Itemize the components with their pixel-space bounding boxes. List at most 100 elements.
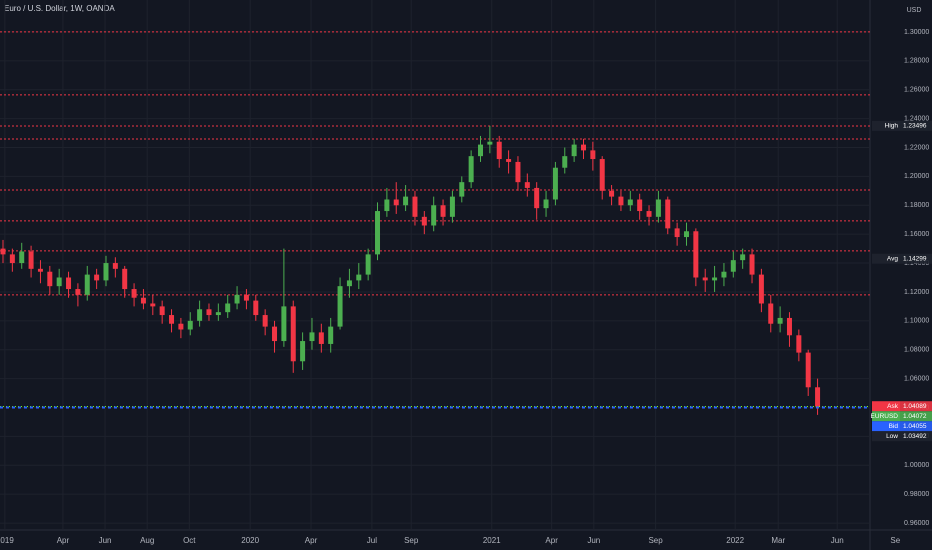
y-tick-label: 1.24000 [904,115,929,122]
candle-body [403,196,409,206]
candle-body [290,306,296,362]
candle-body [562,156,568,168]
candle-body [740,254,746,261]
x-tick-label: Jun [587,536,600,545]
x-tick-label: 2021 [483,536,501,545]
candle-body [0,248,6,255]
candle-body [693,231,699,278]
candle-body [234,294,240,304]
candle-body [56,277,62,287]
currency: USD [907,7,922,14]
candle-body [122,268,128,290]
candle-body [730,260,736,272]
price-badge-name-text: Low [886,433,898,440]
candle-body [609,190,615,197]
x-tick-label: Apr [57,536,70,545]
candle-body [571,144,577,157]
candle-body [506,159,512,162]
price-badge-value [900,120,932,131]
candle-body [543,199,549,209]
candle-body [449,196,455,217]
candle-body [94,274,100,281]
y-tick-label: 1.10000 [904,318,929,325]
y-tick-label: 0.98000 [904,491,929,498]
price-badge-name [872,401,900,412]
y-tick-label: 1.18000 [904,202,929,209]
y-tick-label: 1.12000 [904,289,929,296]
candle-body [758,274,764,304]
price-badge-value [900,411,932,422]
candle-body [365,254,371,275]
candle-body [215,312,221,316]
price-badge-value [900,401,932,412]
candle-body [683,231,689,238]
candle-body [253,300,259,316]
x-tick-label: Jul [367,536,377,545]
candle-body [786,317,792,336]
x-tick-label: 2019 [0,536,14,545]
y-tick-label: 1.06000 [904,375,929,382]
y-tick-label: 1.22000 [904,144,929,151]
candle-body [393,199,399,206]
chart-title: Euro / U.S. Dollar, 1W, OANDA [4,4,115,13]
price-badge-name [872,431,900,442]
candle-body [206,309,212,316]
candle-body [459,182,465,197]
candle-body [28,251,34,269]
candle-body [328,326,334,344]
candle-body [281,306,287,342]
candle-body [749,254,755,275]
x-tick-label: Se [890,536,900,545]
candle-body [375,211,381,255]
candle-body [243,294,249,301]
candle-body [412,196,418,217]
candle-body [665,199,671,229]
x-tick-label: Apr [545,536,558,545]
candle-body [309,332,315,342]
price-badge-name-text: Bid [889,423,899,430]
candle-body [178,323,184,330]
x-tick-label: Sep [404,536,419,545]
price-badge-value-text: 1.04072 [903,413,927,420]
candle-body [84,274,90,295]
candle-body [702,277,708,281]
candle-body [66,277,72,290]
candle-body [487,141,493,145]
price-badge-value-text: 1.23496 [903,123,927,130]
x-tick-label: Sep [648,536,663,545]
candle-body [599,159,605,191]
candle-body [159,306,165,316]
y-tick-label: 1.08000 [904,347,929,354]
candle-body [627,199,633,206]
price-badge-value-text: 1.14299 [903,255,927,262]
x-tick-label: Mar [771,536,785,545]
candle-body [9,254,15,264]
candle-body [440,205,446,217]
candle-body [169,315,175,324]
candle-body [225,303,231,313]
candle-body [140,297,146,304]
candle-body [618,196,624,206]
candle-body [655,199,661,217]
candle-body [796,335,802,353]
y-tick-label: 1.28000 [904,58,929,65]
candle-body [19,251,25,264]
price-badge-name [872,120,900,131]
candle-body [815,387,821,407]
x-tick-label: Jun [831,536,844,545]
candle-body [75,289,81,295]
candle-body [674,228,680,238]
candle-body [337,286,343,327]
candle-body [468,156,474,183]
candle-body [300,341,306,362]
candle-body [356,274,362,281]
candle-body [197,309,203,321]
candle-body [515,161,521,183]
price-badge-value [900,421,932,432]
candle-body [131,289,137,298]
x-tick-label: Aug [140,536,154,545]
candle-body [721,271,727,278]
